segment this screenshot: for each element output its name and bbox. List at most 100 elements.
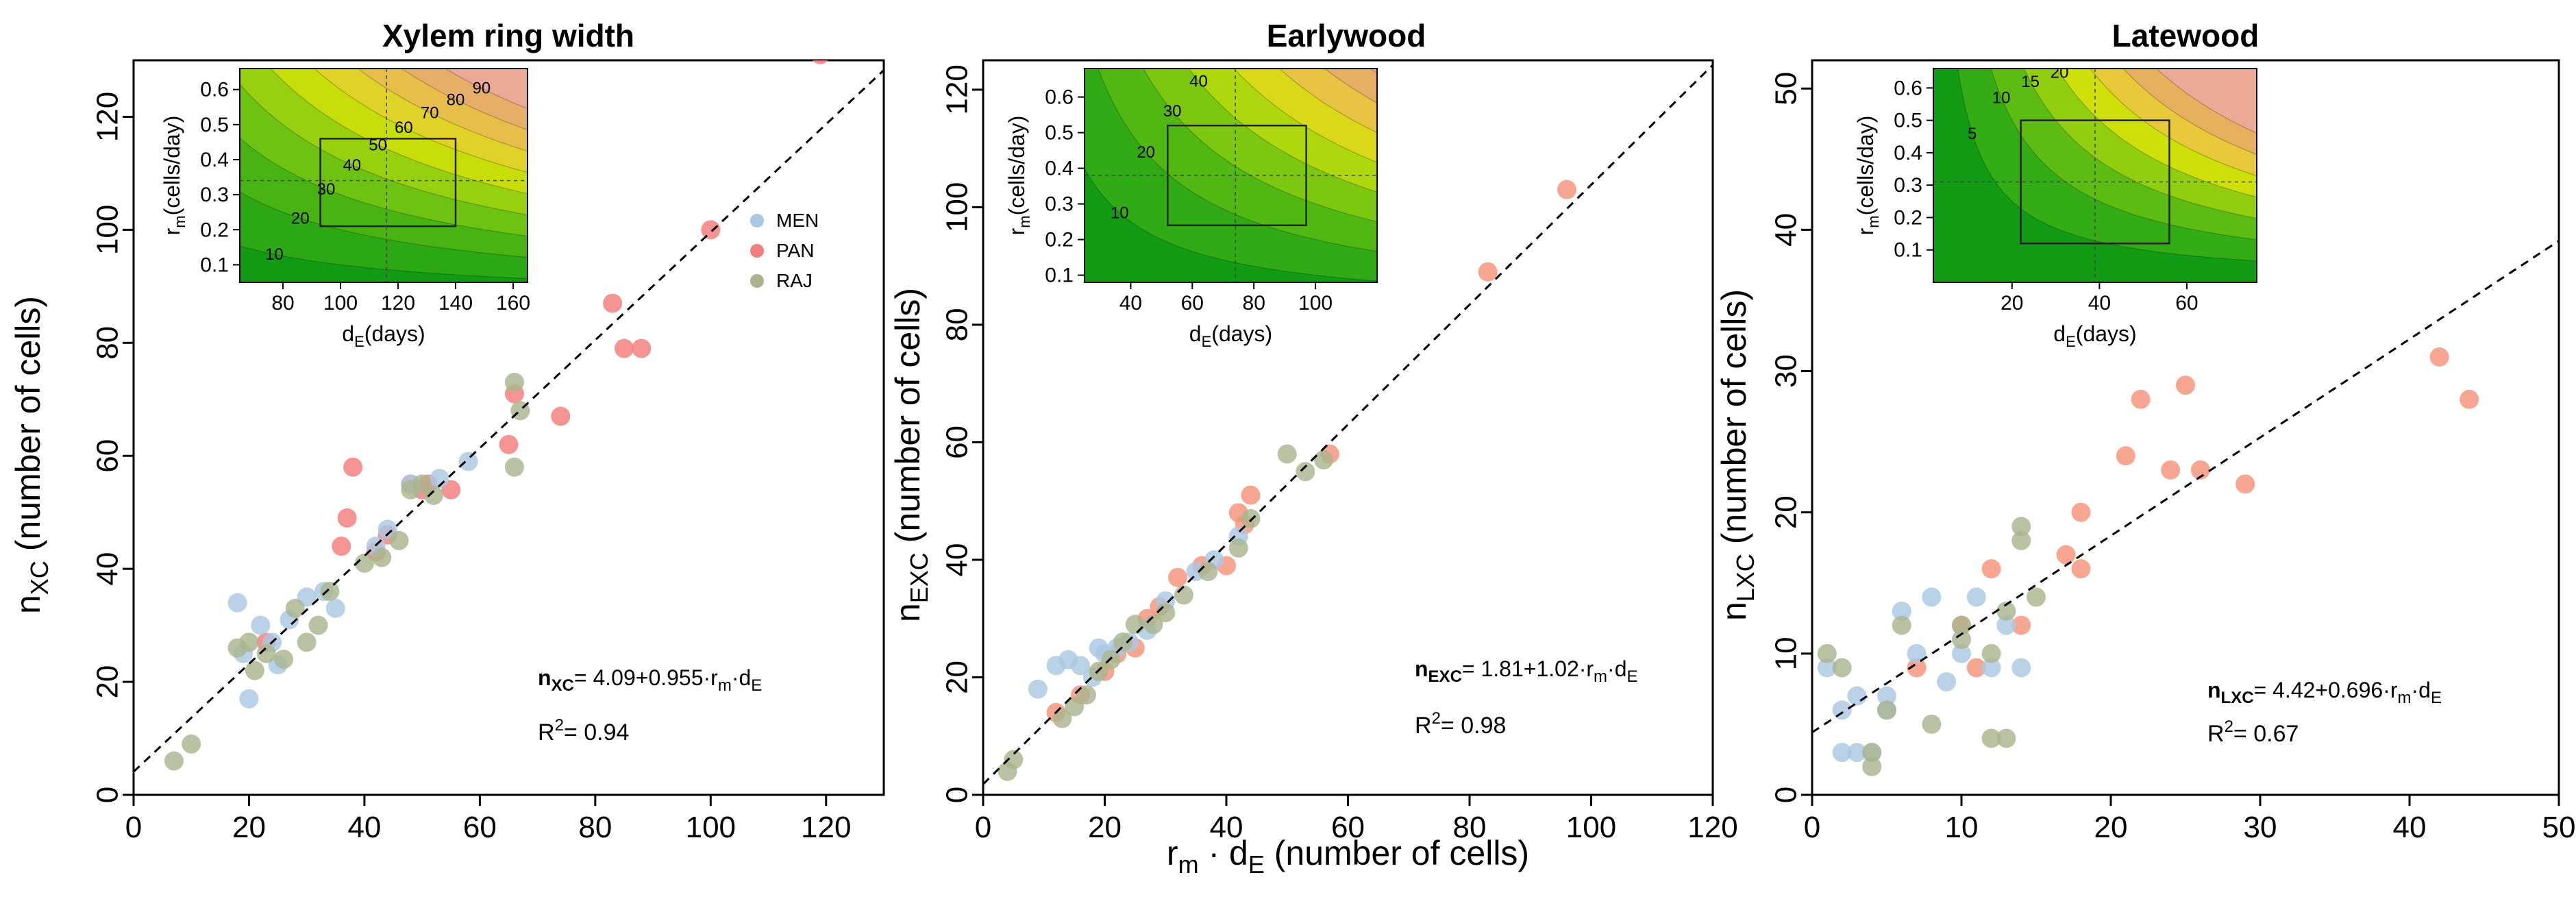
point-men xyxy=(1892,602,1911,621)
point-pan xyxy=(332,537,351,556)
inset-x-tick-label: 80 xyxy=(1243,292,1265,315)
y-axis-label-main: n xyxy=(889,603,927,622)
inset-x-tick-label: 40 xyxy=(1119,292,1142,315)
y-tick-label: 100 xyxy=(941,182,974,232)
point-raj xyxy=(354,553,374,573)
point-pan xyxy=(2190,460,2210,480)
contour-label: 40 xyxy=(343,156,361,175)
point-pan xyxy=(701,220,721,240)
contour-line xyxy=(400,69,528,131)
eq-rhs-sub1: m xyxy=(718,676,732,695)
inset-y-label-main: r xyxy=(160,227,184,235)
x-axis-label-sub2: E xyxy=(1248,850,1265,878)
inset-y-tick-label: 0.3 xyxy=(1894,174,1922,197)
point-men xyxy=(1877,686,1896,706)
inset-x-tick-label: 40 xyxy=(2088,292,2111,315)
inset-y-label: rm(cells/day) xyxy=(1853,116,1882,236)
y-tick-label: 80 xyxy=(91,326,125,360)
point-raj xyxy=(1228,538,1248,558)
inset-x-label: dE(days) xyxy=(1189,321,1272,350)
point-pan xyxy=(1241,485,1261,505)
inset-x-label-sub: E xyxy=(2066,333,2076,350)
eq-rhs-sub2: E xyxy=(1627,667,1638,686)
y-tick-label: 20 xyxy=(91,665,125,699)
x-tick-label: 40 xyxy=(347,811,381,844)
point-men xyxy=(251,615,271,635)
legend-marker-men xyxy=(750,214,764,227)
inset-y-tick-label: 0.3 xyxy=(200,184,229,206)
fit-line xyxy=(983,64,1713,785)
y-tick-label: 40 xyxy=(91,552,125,586)
inset-y-tick-label: 0.4 xyxy=(1894,142,1922,164)
eq-rhs: = 1.81+1.02·r xyxy=(1462,656,1594,681)
point-pan xyxy=(551,406,571,426)
r2-sup: 2 xyxy=(555,716,564,735)
contour-line xyxy=(240,191,528,258)
panel-2: Earlywood 0 20 40 60 80 100 120 0 20 40 60 80 100 120 n… xyxy=(889,18,1738,878)
x-tick-label: 0 xyxy=(125,811,142,844)
point-raj xyxy=(504,457,524,477)
contour-line xyxy=(1188,69,1377,193)
contour-label: 10 xyxy=(1111,204,1129,223)
eq-rhs-sub2: E xyxy=(2431,689,2442,707)
contour-line xyxy=(2155,69,2257,134)
data-points xyxy=(1812,240,2559,776)
point-pan xyxy=(1168,567,1187,587)
contour-band xyxy=(2156,69,2257,134)
y-axis-label: nXC (number of cells) xyxy=(9,296,53,614)
inset-y-tick-label: 0.3 xyxy=(1045,193,1074,216)
contour-line xyxy=(2122,69,2257,155)
inset-y-label: rm(cells/day) xyxy=(1004,116,1033,236)
y-axis-label-sub: XC xyxy=(25,561,53,595)
y-tick-label: 30 xyxy=(1770,354,1803,388)
y-axis-label-main: n xyxy=(9,595,47,614)
x-tick-label: 0 xyxy=(975,811,991,844)
x-tick-label: 80 xyxy=(578,811,612,844)
point-raj xyxy=(1314,450,1333,470)
point-pan xyxy=(1907,658,1927,678)
x-tick-label: 60 xyxy=(1331,811,1365,844)
y-tick-label: 50 xyxy=(1770,72,1803,106)
inset-y-tick-label: 0.6 xyxy=(200,79,229,101)
y-axis-label-rest: (number of cells) xyxy=(889,288,927,552)
point-men xyxy=(1966,587,1986,607)
inset-y-tick-label: 0.5 xyxy=(200,114,229,136)
point-raj xyxy=(1952,630,1971,650)
point-raj xyxy=(1241,508,1261,528)
point-pan xyxy=(614,338,634,358)
inset-x-label-rest: (days) xyxy=(364,321,425,346)
y-tick-label: 40 xyxy=(1770,213,1803,247)
inset-y-tick-label: 0.5 xyxy=(1045,122,1074,145)
point-pan xyxy=(2236,474,2255,494)
inset-y-label-rest: (cells/day) xyxy=(160,116,184,216)
point-pan xyxy=(499,434,519,454)
inset-x-label-main: d xyxy=(1189,321,1202,346)
contour-line xyxy=(240,245,528,280)
r2-label: R xyxy=(1415,713,1432,739)
y-tick-label: 0 xyxy=(941,787,974,803)
inset-y-label-main: r xyxy=(1004,227,1029,235)
contour-label: 60 xyxy=(395,119,413,137)
point-pan xyxy=(1966,658,1986,678)
point-men xyxy=(1847,743,1867,763)
inset-x-tick-label: 60 xyxy=(1181,292,1204,315)
fit-line xyxy=(1812,240,2559,734)
r2-sup: 2 xyxy=(1432,709,1441,728)
point-men xyxy=(1937,672,1957,692)
point-men xyxy=(1028,679,1048,699)
contour-line xyxy=(240,138,528,237)
point-pan xyxy=(2071,502,2091,522)
fit-equation: nEXC= 1.81+1.02·rm·dE xyxy=(1415,656,1638,686)
legend-label-men: MEN xyxy=(776,210,819,231)
point-raj xyxy=(389,530,409,550)
eq-rhs-mid: ·d xyxy=(2411,678,2430,702)
inset-y-tick-label: 0.6 xyxy=(1894,77,1922,99)
point-pan xyxy=(2176,375,2195,395)
point-pan xyxy=(813,60,828,64)
x-tick-label: 40 xyxy=(1210,811,1243,844)
point-raj xyxy=(504,373,524,393)
point-raj xyxy=(1996,602,2016,621)
